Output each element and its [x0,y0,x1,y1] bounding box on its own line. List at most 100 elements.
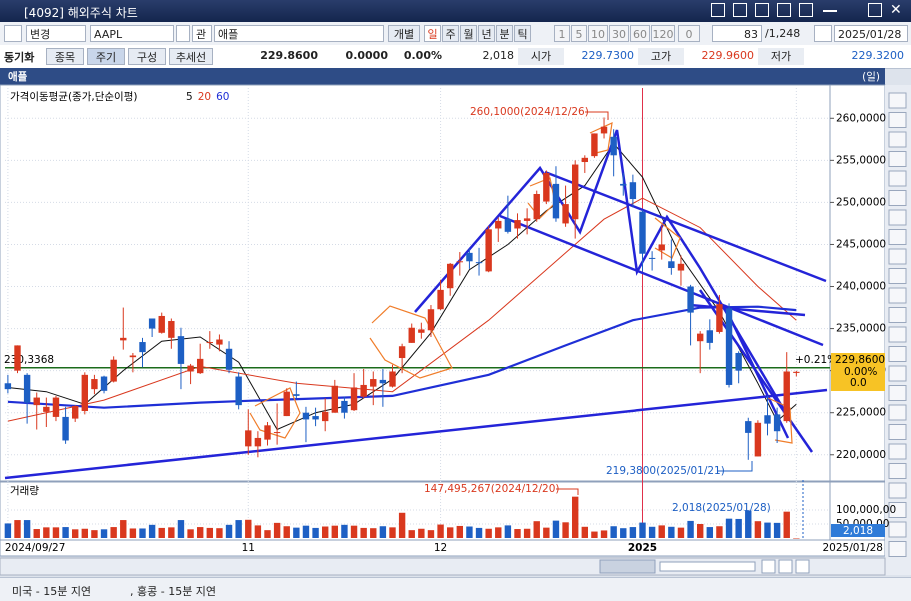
candle-body [562,204,569,224]
period-button[interactable]: 일 [424,25,441,42]
interval-button-text: 1 [558,28,566,41]
individual-button[interactable]: 개별 [388,25,420,42]
trend-line [544,170,827,283]
interval-button[interactable]: 1 [554,25,570,42]
scroll-button[interactable] [778,559,793,574]
tool-icon[interactable] [888,268,907,284]
window-button[interactable] [799,3,813,17]
tool-icon[interactable] [888,307,907,323]
tool-icon[interactable] [888,482,907,499]
candle-body [4,383,12,390]
candle-body [139,342,146,353]
tool-icon[interactable] [888,365,907,382]
tool-icon[interactable] [888,131,907,148]
period-button[interactable]: 월 [460,25,477,42]
calendar-button[interactable] [814,25,832,42]
tool-icon[interactable] [888,463,907,479]
volume-bar [725,518,733,538]
tab[interactable]: 추세선 [169,48,213,65]
volume-bar [581,526,589,538]
interval-button[interactable]: 5 [571,25,587,42]
tool-icon[interactable] [888,521,907,538]
candle-body [687,286,694,313]
ref-label: 230,3368 [4,354,54,366]
volume-bar [456,525,464,538]
legend-entry: 20 [198,91,211,103]
tool-icon[interactable] [888,92,907,109]
tool-icon[interactable] [888,248,907,265]
period-button[interactable]: 분 [496,25,513,42]
tool-icon[interactable] [888,443,907,460]
period-button[interactable]: 년 [478,25,495,42]
y-tick-label: 245,0000 [836,238,886,250]
window-button[interactable] [733,3,747,17]
change-select[interactable]: 변경 [26,25,86,42]
candle-body [620,183,627,186]
tool-icon[interactable] [888,404,907,421]
close[interactable]: ✕ [890,2,902,18]
annotation-arrow [556,488,579,495]
price-box-chg: 0.0 [850,377,867,389]
y-tick-label: 240,0000 [836,281,886,293]
tool-icon[interactable] [888,385,907,401]
symbol-input[interactable]: AAPL [90,25,174,42]
tab-text: 종목 [54,51,76,64]
period-button[interactable]: 주 [442,25,459,42]
period-button[interactable]: 틱 [514,25,531,42]
zoom-slider[interactable] [659,561,756,572]
tool-icon[interactable] [888,541,907,557]
minimize[interactable] [823,10,837,12]
low-label: 저가 [758,48,804,65]
tool-icon[interactable] [888,112,907,128]
tool-icon[interactable] [888,287,907,304]
zero: 0 [685,28,693,41]
tab[interactable]: 구성 [128,48,166,65]
tool-icon[interactable] [888,424,907,440]
volume-bar [735,518,742,538]
tool-icon[interactable] [888,326,907,343]
tool-icon[interactable] [888,346,907,362]
volume-bar [379,526,387,538]
interval-button[interactable]: 60 [630,25,650,42]
count: 83 [744,28,758,41]
zero-field[interactable]: 0 [678,25,700,42]
window-button[interactable] [755,3,769,17]
tool-icon[interactable] [888,170,907,187]
interval-button[interactable]: 30 [609,25,629,42]
tube-button[interactable]: 관 [192,25,212,42]
volume-bar [254,525,262,538]
scroll-button[interactable] [795,559,810,574]
panel-title: 애플 [8,70,28,83]
tab[interactable]: 주기 [87,48,125,65]
tab[interactable]: 종목 [46,48,84,65]
tool-icon[interactable] [888,190,907,206]
maximize[interactable] [868,3,882,17]
price: 229.8600 [260,49,318,62]
scroll-button[interactable] [761,559,776,574]
period-button-text: 분 [499,28,510,41]
candle-body [793,371,800,373]
tool-icon[interactable] [888,229,907,245]
search-button[interactable] [176,25,190,42]
scroll-thumb[interactable] [599,559,656,574]
tool-icon[interactable] [888,502,907,518]
x-tick-label: 11 [242,542,255,554]
volume-bar [485,528,492,538]
date-field[interactable]: 2025/01/28 [834,25,908,42]
volume-bar [331,525,339,538]
volume-bar [235,520,242,538]
window-button[interactable] [777,3,791,17]
candle-body [591,133,598,157]
tool-icon[interactable] [888,151,907,167]
price-box-pct: 0.00% [844,366,877,378]
count-field[interactable]: 83 [712,25,762,42]
interval-button[interactable]: 10 [588,25,608,42]
high: 229.9600 [701,49,755,62]
volume-bar [764,522,771,538]
tool-icon[interactable] [888,209,907,226]
icon-button[interactable] [4,25,22,42]
volume-bar [610,526,617,538]
window-button[interactable] [711,3,725,17]
interval-button[interactable]: 120 [651,25,675,42]
